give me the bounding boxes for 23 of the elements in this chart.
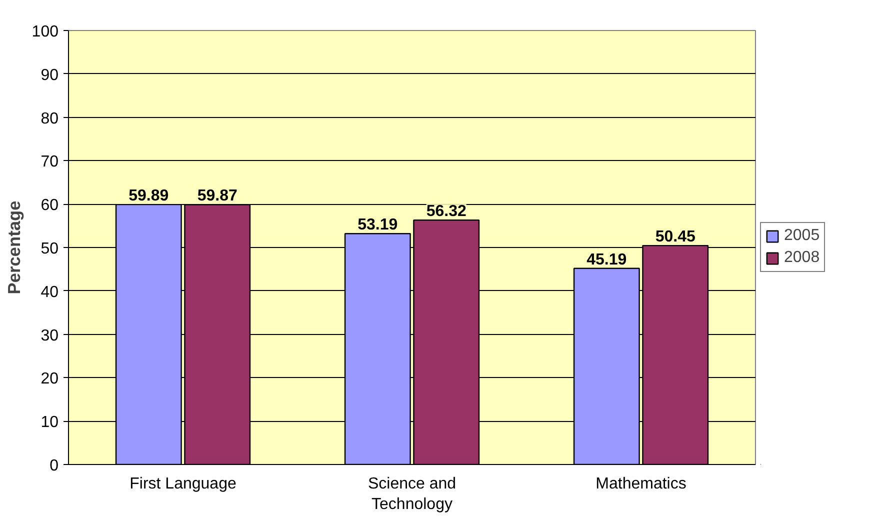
y-tick-label: 0: [50, 458, 59, 474]
y-tick-label: 70: [40, 154, 59, 171]
y-tick-label: 40: [40, 284, 59, 301]
y-tick-label: 90: [40, 66, 59, 84]
data-label: 45.19: [586, 251, 627, 268]
data-label: 59.87: [197, 188, 238, 205]
y-tick-label: 50: [40, 240, 59, 258]
legend-label: 2008: [784, 249, 820, 267]
data-label: 59.89: [128, 188, 169, 205]
y-tick-label: 10: [40, 414, 59, 432]
y-tick-label: 20: [40, 370, 59, 388]
x-tick-label: Science and Technology: [368, 476, 456, 513]
y-tick-label: 30: [40, 327, 59, 344]
y-tick-label: 60: [40, 197, 59, 214]
legend-label: 2005: [784, 227, 820, 245]
x-tick-label: First Language: [130, 476, 236, 492]
data-label: 53.19: [358, 216, 398, 234]
x-tick-label: Mathematics: [596, 476, 686, 492]
data-label: 56.32: [426, 203, 466, 220]
data-label: 50.45: [655, 228, 696, 246]
y-axis-title: Percentage: [4, 200, 24, 294]
y-tick-label: 80: [40, 110, 59, 128]
y-tick-label: 100: [32, 24, 59, 40]
